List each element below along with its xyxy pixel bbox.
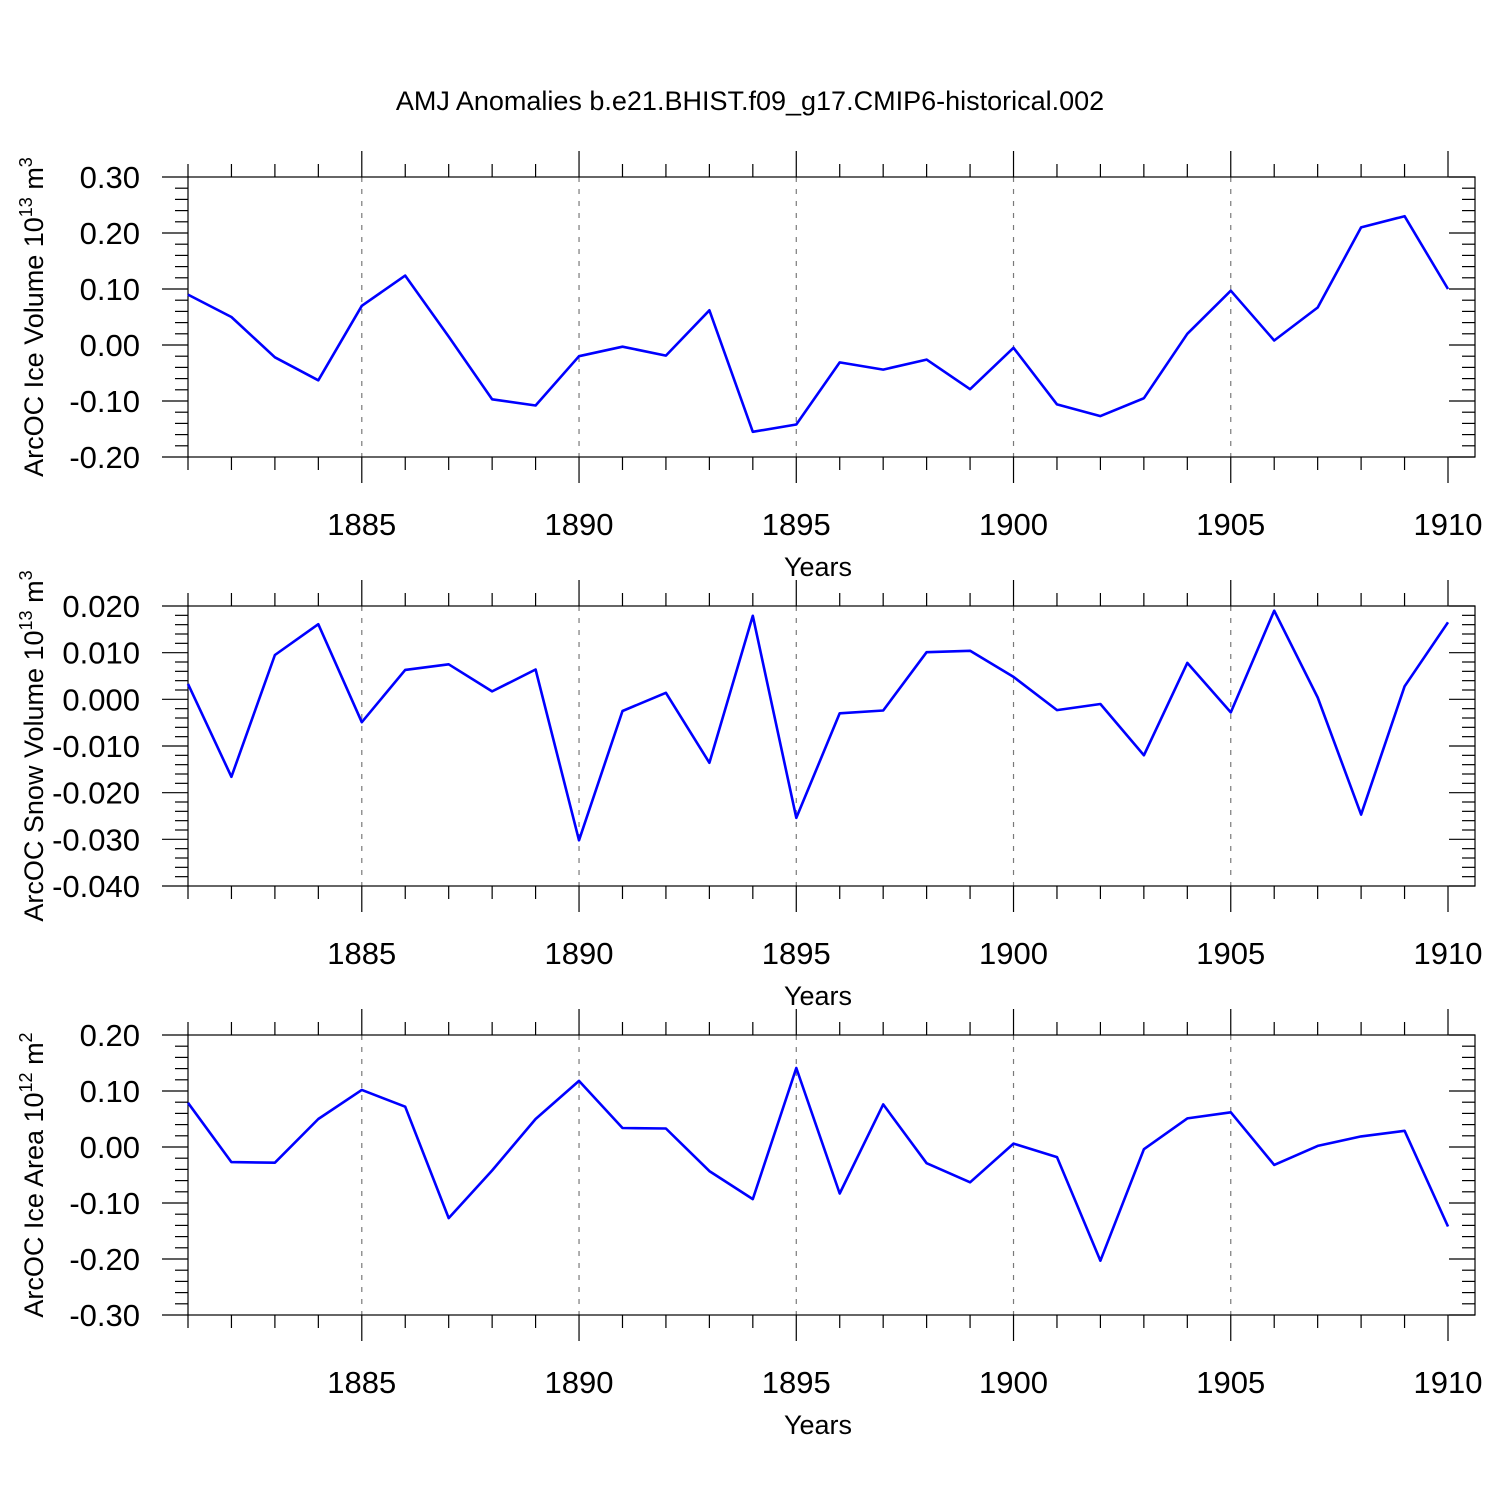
y-tick-label: -0.10: [69, 384, 140, 419]
y-tick-label: -0.010: [52, 729, 140, 764]
y-tick-label: 0.10: [80, 272, 140, 307]
y-tick-label: 0.010: [62, 636, 140, 671]
y-axis-label-unit: m: [19, 167, 49, 197]
y-tick-label: 0.20: [80, 1018, 140, 1053]
y-tick-label: -0.020: [52, 776, 140, 811]
y-axis-label-unit-exponent: 3: [16, 570, 36, 580]
plot-frame: [187, 176, 1476, 458]
y-tick-label: -0.10: [69, 1186, 140, 1221]
x-tick-label: 1885: [327, 936, 396, 971]
y-tick-label: 0.000: [62, 682, 140, 717]
x-tick-label: 1885: [327, 1365, 396, 1400]
y-axis-label-text: ArcOC Ice Area 10: [19, 1092, 49, 1317]
x-tick-label: 1890: [545, 1365, 614, 1400]
x-tick-label: 1895: [762, 1365, 831, 1400]
y-axis-label-unit: m: [19, 1042, 49, 1072]
x-tick-label: 1895: [762, 507, 831, 542]
x-tick-label: 1900: [979, 507, 1048, 542]
y-tick-label: -0.040: [52, 869, 140, 904]
x-tick-label: 1910: [1414, 1365, 1483, 1400]
y-axis-label-text: ArcOC Snow Volume 10: [19, 630, 49, 921]
x-tick-label: 1910: [1414, 936, 1483, 971]
series-line: [187, 214, 1450, 434]
panels-group: 1885 1890 1895 1900 1905 1910 -0.20 -0.10 0.00 0.…: [16, 151, 1482, 1440]
series-line: [186, 609, 1450, 842]
y-tick-label: 0.30: [80, 160, 140, 195]
y-tick-label: -0.20: [69, 440, 140, 475]
y-tick-label: 0.20: [80, 216, 140, 251]
y-axis-label: ArcOC Snow Volume 1013 m3: [16, 570, 49, 921]
x-tick-label: 1900: [979, 936, 1048, 971]
y-axis-label-exponent: 13: [16, 610, 36, 630]
y-axis-label: ArcOC Ice Volume 1013 m3: [16, 157, 49, 477]
y-tick-label: 0.10: [80, 1074, 140, 1109]
chart-title: AMJ Anomalies b.e21.BHIST.f09_g17.CMIP6-…: [396, 86, 1104, 116]
panel-3: 1885 1890 1895 1900 1905 1910 -0.30 -0.20 -0.10 0…: [16, 1009, 1482, 1440]
y-tick-label: 0.00: [80, 1130, 140, 1165]
x-axis-label: Years: [784, 1410, 852, 1440]
y-tick-label: -0.030: [52, 822, 140, 857]
x-tick-label: 1900: [979, 1365, 1048, 1400]
y-axis-label: ArcOC Ice Area 1012 m2: [16, 1032, 49, 1317]
y-axis-label-unit-exponent: 3: [16, 157, 36, 167]
x-tick-label: 1905: [1196, 1365, 1265, 1400]
x-tick-label: 1885: [327, 507, 396, 542]
y-axis-label-exponent: 12: [16, 1072, 36, 1092]
panel-1: 1885 1890 1895 1900 1905 1910 -0.20 -0.10 0.00 0.…: [16, 151, 1482, 582]
y-tick-label: 0.00: [80, 328, 140, 363]
plot-frame: [187, 1034, 1476, 1316]
x-tick-label: 1905: [1196, 936, 1265, 971]
y-axis-label-unit-exponent: 2: [16, 1032, 36, 1042]
x-tick-label: 1890: [545, 507, 614, 542]
y-tick-label: -0.20: [69, 1242, 140, 1277]
x-axis-label: Years: [784, 981, 852, 1011]
plot-frame: [187, 605, 1476, 887]
x-tick-label: 1910: [1414, 507, 1483, 542]
y-axis-label-exponent: 13: [16, 197, 36, 217]
y-tick-label: 0.020: [62, 589, 140, 624]
x-tick-label: 1905: [1196, 507, 1265, 542]
y-tick-label: -0.30: [69, 1298, 140, 1333]
x-tick-label: 1890: [545, 936, 614, 971]
y-axis-label-unit: m: [19, 580, 49, 610]
series-line: [186, 1066, 1450, 1262]
x-axis-label: Years: [784, 552, 852, 582]
y-axis-label-text: ArcOC Ice Volume 10: [19, 217, 49, 477]
panel-2: 1885 1890 1895 1900 1905 1910 -0.040 -0.030 -0.0…: [16, 570, 1482, 1011]
x-tick-label: 1895: [762, 936, 831, 971]
